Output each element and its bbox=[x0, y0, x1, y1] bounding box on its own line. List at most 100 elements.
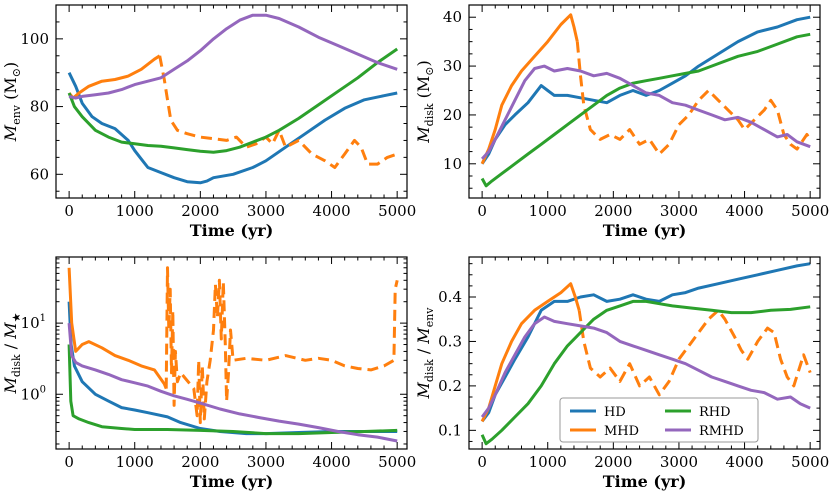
axes-frame bbox=[468, 4, 821, 199]
y-tick-base: 10 bbox=[21, 385, 40, 403]
y-tick-exponent: 1 bbox=[40, 313, 46, 324]
y-axis-label: Menv (M⊙) bbox=[1, 62, 23, 142]
x-tick-label: 0 bbox=[477, 202, 487, 220]
series-line-rmhd bbox=[480, 64, 811, 160]
y-label-symbol-2: M bbox=[414, 327, 433, 345]
legend-label: HD bbox=[604, 405, 626, 420]
x-axis-label: Time (yr) bbox=[603, 221, 687, 240]
x-tick-label: 0 bbox=[64, 453, 74, 471]
y-label-divider: / bbox=[414, 344, 433, 360]
y-label-unit-close: ) bbox=[414, 60, 433, 66]
y-tick-exponent: 0 bbox=[40, 384, 46, 395]
y-label-subscript: disk bbox=[423, 103, 436, 126]
x-axis-label: Time (yr) bbox=[603, 472, 687, 491]
x-tick-label: 1000 bbox=[116, 202, 154, 220]
x-axis-label: Time (yr) bbox=[190, 472, 274, 491]
series-line-rhd bbox=[480, 299, 811, 446]
y-tick-label: 40 bbox=[443, 8, 462, 26]
x-tick-label: 5000 bbox=[378, 202, 416, 220]
series-group bbox=[67, 13, 399, 185]
series-line-rhd bbox=[67, 47, 399, 154]
y-tick-label: 80 bbox=[30, 98, 49, 116]
y-label-symbol: M bbox=[414, 126, 433, 144]
y-tick-base: 10 bbox=[21, 314, 40, 332]
x-tick-label: 4000 bbox=[312, 453, 350, 471]
series-line-rmhd bbox=[68, 13, 398, 100]
series-line-rmhd bbox=[67, 322, 398, 443]
x-tick-label: 2000 bbox=[594, 202, 632, 220]
x-axis-label: Time (yr) bbox=[190, 221, 274, 240]
series-line-rhd bbox=[480, 32, 811, 188]
legend: HD MHD RHD RMHD bbox=[559, 397, 759, 443]
y-tick-label: 0.2 bbox=[438, 377, 462, 395]
y-label-subscript: env bbox=[10, 104, 23, 125]
x-tick-label: 3000 bbox=[660, 202, 698, 220]
x-tick-label: 4000 bbox=[725, 453, 763, 471]
y-label-subscript-2: env bbox=[423, 307, 436, 328]
y-tick-label: 100 bbox=[20, 30, 49, 48]
axes-frame bbox=[55, 256, 408, 450]
y-tick-label: 20 bbox=[443, 106, 462, 124]
series-line-hd bbox=[67, 72, 398, 185]
y-label-unit-symbol: ⊙ bbox=[423, 67, 436, 76]
y-tick-label: 10 bbox=[443, 155, 462, 173]
series-line-mhd bbox=[480, 282, 581, 423]
legend-label: RHD bbox=[699, 405, 731, 420]
x-tick-label: 4000 bbox=[312, 202, 350, 220]
x-tick-label: 2000 bbox=[181, 202, 219, 220]
series-line-hd bbox=[480, 262, 811, 423]
legend-label: RMHD bbox=[699, 424, 744, 439]
x-tick-label: 2000 bbox=[181, 453, 219, 471]
y-tick-label: 0.4 bbox=[438, 288, 462, 306]
y-tick-label: 30 bbox=[443, 57, 462, 75]
y-tick-label: 101 bbox=[21, 313, 46, 332]
series-group bbox=[67, 266, 399, 443]
series-line-rmhd bbox=[480, 315, 811, 418]
series-line-mhd bbox=[480, 13, 579, 165]
x-tick-label: 0 bbox=[64, 202, 74, 220]
y-label-unit-symbol: ⊙ bbox=[10, 68, 23, 77]
y-label-symbol-2: M bbox=[1, 322, 20, 340]
series-group bbox=[480, 13, 812, 188]
y-tick-label: 0.1 bbox=[438, 421, 462, 439]
y-label-unit: (M bbox=[1, 77, 20, 105]
y-label-subscript: disk bbox=[10, 354, 23, 377]
x-tick-label: 2000 bbox=[594, 453, 632, 471]
x-tick-label: 0 bbox=[477, 453, 487, 471]
y-label-subscript-2: ★ bbox=[10, 312, 23, 322]
series-line-mhd-dashed bbox=[577, 308, 812, 397]
axes-frame bbox=[55, 4, 408, 199]
series-line-mhd-dashed bbox=[575, 41, 812, 156]
y-label-symbol: M bbox=[1, 124, 20, 142]
x-tick-label: 1000 bbox=[529, 202, 567, 220]
series-line-mhd bbox=[67, 267, 168, 390]
legend-label: MHD bbox=[604, 424, 639, 439]
x-tick-label: 5000 bbox=[791, 202, 829, 220]
series-line-rhd bbox=[67, 344, 398, 436]
x-tick-label: 5000 bbox=[378, 453, 416, 471]
x-tick-label: 1000 bbox=[529, 453, 567, 471]
y-label-unit-close: ) bbox=[1, 62, 20, 68]
x-tick-label: 1000 bbox=[116, 453, 154, 471]
y-tick-label: 0.3 bbox=[438, 332, 462, 350]
y-axis-label: Mdisk / Menv bbox=[414, 307, 436, 400]
series-line-hd bbox=[480, 15, 811, 165]
y-label-symbol: M bbox=[414, 382, 433, 400]
y-axis-label: Mdisk (M⊙) bbox=[414, 60, 436, 143]
x-tick-label: 3000 bbox=[247, 202, 285, 220]
y-axis-label: Mdisk / M★ bbox=[1, 312, 23, 394]
y-label-unit: (M bbox=[414, 76, 433, 104]
series-line-mhd bbox=[67, 54, 161, 100]
y-tick-label: 100 bbox=[21, 384, 46, 403]
y-label-symbol: M bbox=[1, 377, 20, 395]
x-tick-label: 4000 bbox=[725, 202, 763, 220]
panel-p2: 0 1000 2000 3000 4000 5000 10 20 30 40 Time (yr) Md… bbox=[414, 4, 829, 240]
panel-p1: 0 1000 2000 3000 4000 5000 60 80 100 Time (yr) Men… bbox=[1, 4, 416, 240]
series-group bbox=[480, 262, 812, 446]
x-tick-label: 3000 bbox=[660, 453, 698, 471]
y-tick-label: 60 bbox=[30, 165, 49, 183]
series-line-mhd-dashed bbox=[164, 266, 399, 425]
panel-p4: 0 1000 2000 3000 4000 5000 0.1 0.2 0.3 0.4 Time (y… bbox=[414, 256, 829, 491]
